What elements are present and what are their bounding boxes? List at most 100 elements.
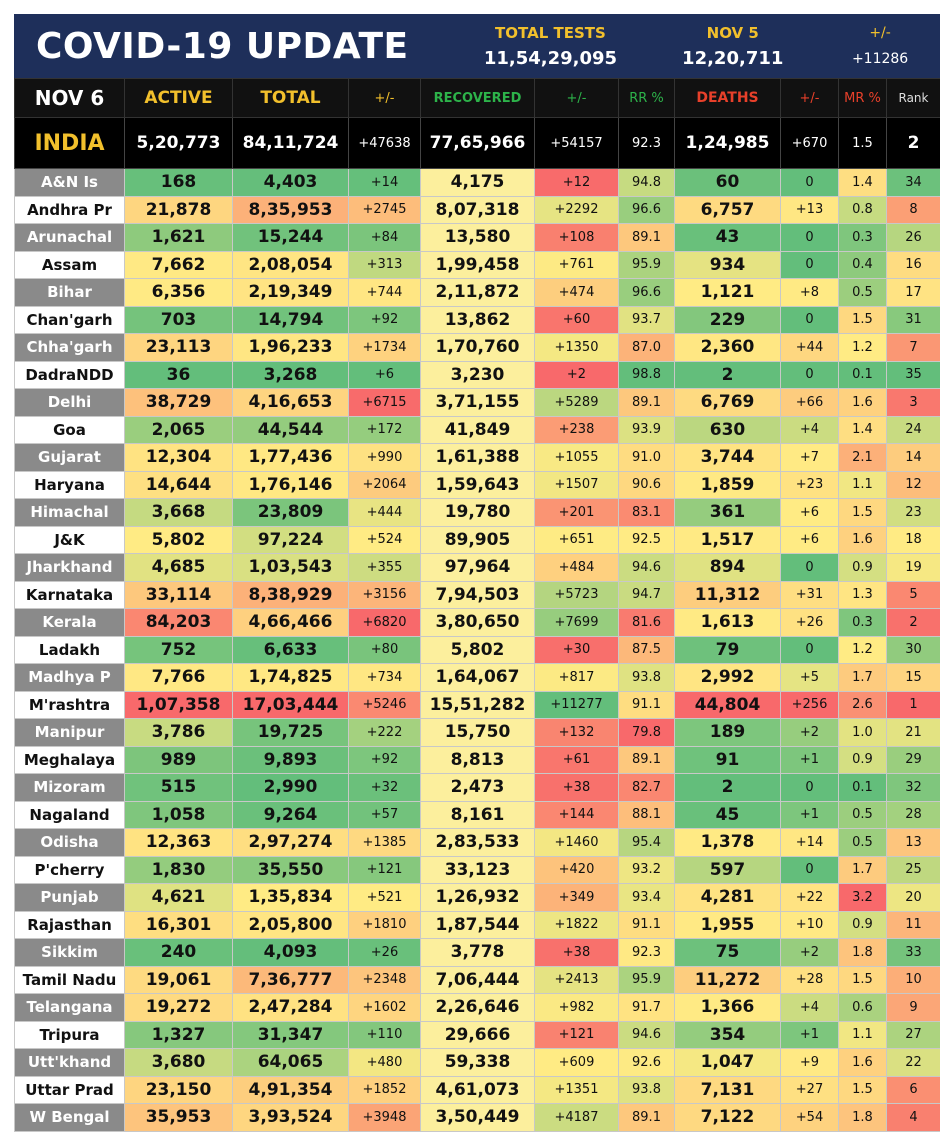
recovered: 8,07,318 <box>421 196 535 224</box>
recovered-change: +1350 <box>535 334 619 362</box>
mortality-rate: 1.7 <box>839 664 887 692</box>
state-name: Jharkhand <box>15 554 125 582</box>
recovered-change: +2413 <box>535 966 619 994</box>
mortality-rate: 0.8 <box>839 196 887 224</box>
mortality-rate: 1.5 <box>839 966 887 994</box>
covid-state-table: NOV 6 ACTIVE TOTAL +/- RECOVERED +/- RR … <box>14 78 940 1132</box>
rank: 1 <box>887 691 940 719</box>
deaths: 7,131 <box>675 1076 781 1104</box>
mortality-rate: 1.4 <box>839 169 887 197</box>
deaths: 79 <box>675 636 781 664</box>
deaths-change: +14 <box>781 829 839 857</box>
total-change: +92 <box>349 746 421 774</box>
deaths: 2 <box>675 361 781 389</box>
total-change: +26 <box>349 939 421 967</box>
rank: 33 <box>887 939 940 967</box>
total-change: +1385 <box>349 829 421 857</box>
rank: 29 <box>887 746 940 774</box>
recovered: 2,473 <box>421 774 535 802</box>
total: 7,36,777 <box>233 966 349 994</box>
recovered-change: +108 <box>535 224 619 252</box>
active: 2,065 <box>125 416 233 444</box>
total: 1,35,834 <box>233 884 349 912</box>
recovered-change: +238 <box>535 416 619 444</box>
total: 44,544 <box>233 416 349 444</box>
mortality-rate: 1.8 <box>839 939 887 967</box>
total: 4,91,354 <box>233 1076 349 1104</box>
total-change: +84 <box>349 224 421 252</box>
total: 1,03,543 <box>233 554 349 582</box>
recovered-change: +201 <box>535 499 619 527</box>
total: 64,065 <box>233 1049 349 1077</box>
rank: 2 <box>887 609 940 637</box>
india-total-row: INDIA 5,20,773 84,11,724 +47638 77,65,96… <box>15 118 940 169</box>
total-change: +1810 <box>349 911 421 939</box>
rank: 30 <box>887 636 940 664</box>
state-name: Andhra Pr <box>15 196 125 224</box>
recovery-rate: 94.7 <box>619 581 675 609</box>
total: 17,03,444 <box>233 691 349 719</box>
total-change: +355 <box>349 554 421 582</box>
recovered-change: +1460 <box>535 829 619 857</box>
total-change: +3156 <box>349 581 421 609</box>
recovered: 3,80,650 <box>421 609 535 637</box>
recovery-rate: 94.6 <box>619 554 675 582</box>
recovery-rate: 95.9 <box>619 251 675 279</box>
recovered: 3,71,155 <box>421 389 535 417</box>
state-name: Telangana <box>15 994 125 1022</box>
rank: 21 <box>887 719 940 747</box>
tests-change-stat: +/- +11286 <box>820 20 940 72</box>
mortality-rate: 0.1 <box>839 361 887 389</box>
recovered: 3,50,449 <box>421 1104 535 1132</box>
recovery-rate: 89.1 <box>619 389 675 417</box>
recovered: 1,64,067 <box>421 664 535 692</box>
rank: 26 <box>887 224 940 252</box>
active: 7,766 <box>125 664 233 692</box>
india-recovered-change: +54157 <box>535 118 619 169</box>
total-change: +92 <box>349 306 421 334</box>
total: 2,08,054 <box>233 251 349 279</box>
recovery-rate: 87.0 <box>619 334 675 362</box>
daily-tests-stat: NOV 5 12,20,711 <box>645 20 820 72</box>
recovered: 41,849 <box>421 416 535 444</box>
recovered-change: +474 <box>535 279 619 307</box>
total: 2,47,284 <box>233 994 349 1022</box>
recovery-rate: 93.8 <box>619 664 675 692</box>
deaths: 7,122 <box>675 1104 781 1132</box>
deaths-change: +1 <box>781 801 839 829</box>
total: 97,224 <box>233 526 349 554</box>
active: 1,621 <box>125 224 233 252</box>
state-name: Odisha <box>15 829 125 857</box>
total: 15,244 <box>233 224 349 252</box>
state-name: M'rashtra <box>15 691 125 719</box>
india-total-change: +47638 <box>349 118 421 169</box>
rank: 18 <box>887 526 940 554</box>
rank: 10 <box>887 966 940 994</box>
mortality-rate: 1.5 <box>839 1076 887 1104</box>
deaths-change: 0 <box>781 169 839 197</box>
deaths: 43 <box>675 224 781 252</box>
active: 703 <box>125 306 233 334</box>
state-name: Rajasthan <box>15 911 125 939</box>
deaths-change: +5 <box>781 664 839 692</box>
total-change: +3948 <box>349 1104 421 1132</box>
india-total: 84,11,724 <box>233 118 349 169</box>
page-title: COVID-19 UPDATE <box>14 26 456 67</box>
recovered: 8,161 <box>421 801 535 829</box>
deaths-change: +66 <box>781 389 839 417</box>
recovered-change: +2292 <box>535 196 619 224</box>
deaths: 2,360 <box>675 334 781 362</box>
recovered-change: +484 <box>535 554 619 582</box>
